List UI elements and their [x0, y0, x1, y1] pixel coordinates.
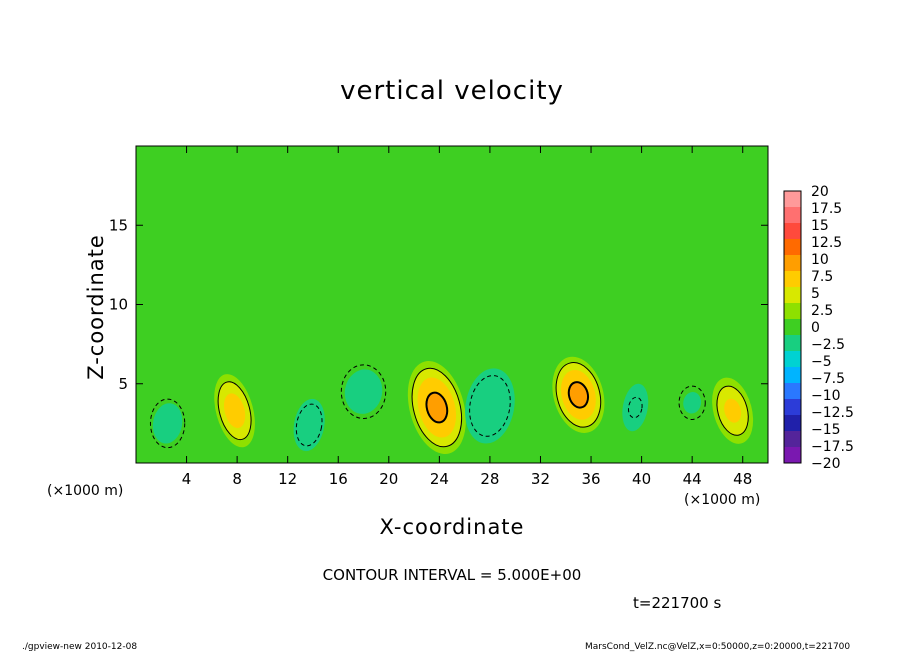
colorbar-swatch	[784, 319, 801, 336]
colorbar-label: 2.5	[811, 303, 833, 319]
colorbar-label: 17.5	[811, 201, 842, 217]
x-tick-label: 40	[632, 470, 651, 488]
colorbar-swatch	[784, 223, 801, 240]
colorbar-label: 12.5	[811, 235, 842, 251]
colorbar-label: 20	[811, 184, 829, 200]
contour-weak-9	[678, 385, 706, 420]
colorbar-label: −5	[811, 354, 832, 370]
colorbar-label: −10	[811, 388, 841, 404]
heat-band-1-10	[426, 392, 448, 423]
x-unit-right: (×1000 m)	[684, 492, 761, 508]
colorbar-swatch	[784, 335, 801, 352]
colorbar-swatch	[784, 431, 801, 448]
heat-band-6--2.5	[152, 403, 183, 444]
x-tick-label: 8	[232, 470, 242, 488]
footer-left: ./gpview-new 2010-12-08	[22, 642, 138, 652]
heat-band-7--2.5	[344, 369, 383, 414]
heat-band-9--2.5	[683, 392, 702, 414]
x-tick-label: 12	[278, 470, 297, 488]
contour-weak-7	[340, 364, 387, 419]
colorbar-swatch	[784, 367, 801, 384]
colorbar-swatch	[784, 303, 801, 320]
colorbar-frame	[783, 190, 802, 464]
x-tick-label: 36	[581, 470, 600, 488]
colorbar-swatch	[784, 287, 801, 304]
heat-band-5--2.5	[465, 368, 515, 444]
colorbar-swatch	[784, 447, 801, 464]
colorbar-swatch	[784, 415, 801, 432]
contour-0-5	[217, 381, 252, 441]
x-tick-label: 4	[182, 470, 192, 488]
colorbar-swatch	[784, 383, 801, 400]
y-tick-label: 10	[109, 296, 128, 314]
colorbar-swatch	[784, 239, 801, 256]
x-tick-label: 20	[379, 470, 398, 488]
colorbar-label: 10	[811, 252, 829, 268]
colorbar-label: −2.5	[811, 337, 845, 353]
colorbar-label: 7.5	[811, 269, 833, 285]
contour-2-10	[567, 381, 590, 409]
colorbar-label: −12.5	[811, 405, 854, 421]
contour-1-10	[425, 391, 449, 424]
footer-right: MarsCond_VelZ.nc@VelZ,x=0:50000,z=0:2000…	[585, 642, 851, 652]
heat-band-8--2.5	[622, 383, 649, 432]
heat-band-2-10	[568, 382, 589, 408]
colorbar-label: 15	[811, 218, 829, 234]
colorbar-label: −15	[811, 422, 841, 438]
colorbar-swatch	[784, 191, 801, 208]
time-label: t=221700 s	[633, 594, 722, 612]
colorbar-label: −17.5	[811, 439, 854, 455]
heat-band-0-7.5	[223, 393, 246, 428]
colorbar-swatch	[784, 399, 801, 416]
colorbar-label: −7.5	[811, 371, 845, 387]
heat-band-3-7.5	[724, 398, 742, 423]
x-tick-label: 24	[430, 470, 449, 488]
contour-3-5	[716, 385, 749, 436]
contour-4-5	[295, 403, 323, 447]
contour-weak-6	[149, 398, 186, 449]
y-tick-label: 5	[118, 375, 128, 393]
x-unit-left: (×1000 m)	[47, 483, 124, 499]
colorbar-label: −20	[811, 456, 841, 472]
contour-8-5	[627, 396, 643, 419]
contour-1-5	[411, 367, 463, 448]
colorbar-label: 0	[811, 320, 820, 336]
x-axis-label: X-coordinate	[379, 515, 525, 539]
x-tick-label: 32	[531, 470, 550, 488]
x-tick-label: 48	[733, 470, 752, 488]
x-tick-label: 28	[480, 470, 499, 488]
heat-band-4--2.5	[293, 398, 325, 452]
x-tick-label: 16	[329, 470, 348, 488]
contour-interval-label: CONTOUR INTERVAL = 5.000E+00	[322, 566, 582, 584]
colorbar-swatch	[784, 271, 801, 288]
colorbar-label: 5	[811, 286, 820, 302]
chart-title: vertical velocity	[340, 76, 564, 106]
y-tick-label: 15	[109, 216, 128, 234]
colorbar-swatch	[784, 207, 801, 224]
x-tick-label: 44	[683, 470, 702, 488]
contour-2-5	[555, 362, 602, 428]
colorbar-swatch	[784, 351, 801, 368]
contour-5-5	[469, 375, 511, 437]
colorbar-swatch	[784, 255, 801, 272]
